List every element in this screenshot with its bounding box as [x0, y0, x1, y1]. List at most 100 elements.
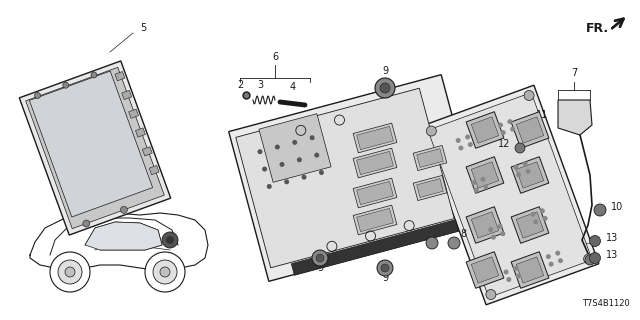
- Circle shape: [474, 188, 479, 193]
- Circle shape: [465, 134, 470, 140]
- Text: 12: 12: [498, 139, 510, 149]
- Polygon shape: [471, 162, 499, 188]
- Circle shape: [65, 267, 75, 277]
- Circle shape: [589, 236, 600, 246]
- Circle shape: [546, 254, 551, 259]
- Polygon shape: [353, 178, 397, 208]
- Polygon shape: [26, 67, 164, 229]
- Polygon shape: [136, 128, 145, 137]
- Text: T7S4B1120: T7S4B1120: [582, 299, 630, 308]
- Polygon shape: [356, 181, 394, 205]
- Circle shape: [35, 92, 40, 99]
- Circle shape: [513, 165, 518, 170]
- Circle shape: [500, 130, 506, 135]
- Text: 4: 4: [290, 82, 296, 92]
- Text: 1: 1: [420, 229, 426, 239]
- Polygon shape: [471, 117, 499, 143]
- Circle shape: [497, 224, 502, 229]
- Circle shape: [516, 274, 521, 279]
- Text: 7: 7: [571, 68, 577, 78]
- Polygon shape: [511, 157, 549, 193]
- Circle shape: [145, 252, 185, 292]
- Circle shape: [515, 143, 525, 153]
- Polygon shape: [19, 61, 171, 235]
- Circle shape: [523, 161, 528, 166]
- Circle shape: [262, 167, 267, 172]
- Circle shape: [508, 119, 513, 124]
- Circle shape: [594, 204, 606, 216]
- Circle shape: [275, 145, 280, 149]
- Circle shape: [585, 255, 595, 265]
- Circle shape: [312, 250, 328, 266]
- Polygon shape: [356, 151, 394, 175]
- Circle shape: [543, 216, 548, 221]
- Polygon shape: [516, 162, 544, 188]
- Circle shape: [524, 91, 534, 100]
- Circle shape: [166, 236, 174, 244]
- Circle shape: [500, 231, 506, 236]
- Circle shape: [83, 220, 90, 227]
- Polygon shape: [353, 148, 397, 178]
- Circle shape: [426, 237, 438, 249]
- Circle shape: [153, 260, 177, 284]
- Circle shape: [584, 254, 594, 264]
- Text: 10: 10: [611, 202, 623, 212]
- Polygon shape: [356, 126, 394, 150]
- Circle shape: [310, 135, 315, 140]
- Circle shape: [558, 258, 563, 263]
- Circle shape: [483, 184, 488, 189]
- Polygon shape: [511, 207, 549, 243]
- Text: 6: 6: [272, 52, 278, 62]
- Circle shape: [63, 82, 68, 88]
- Text: 9: 9: [382, 273, 388, 283]
- Polygon shape: [129, 109, 139, 118]
- Circle shape: [284, 179, 289, 184]
- Circle shape: [510, 127, 515, 132]
- Polygon shape: [511, 112, 549, 148]
- Text: 9: 9: [317, 263, 323, 273]
- Polygon shape: [236, 88, 454, 268]
- Text: 8: 8: [460, 229, 466, 239]
- Circle shape: [257, 149, 262, 154]
- Circle shape: [58, 260, 82, 284]
- Circle shape: [381, 264, 389, 272]
- Circle shape: [488, 227, 493, 232]
- Polygon shape: [428, 92, 592, 298]
- Polygon shape: [516, 257, 544, 283]
- Polygon shape: [516, 117, 544, 143]
- Polygon shape: [466, 157, 504, 193]
- Circle shape: [525, 169, 531, 174]
- Polygon shape: [466, 252, 504, 288]
- Circle shape: [292, 140, 297, 145]
- Circle shape: [589, 252, 600, 263]
- Polygon shape: [353, 205, 397, 235]
- Polygon shape: [291, 220, 459, 275]
- Polygon shape: [29, 71, 152, 217]
- Circle shape: [426, 126, 436, 136]
- Polygon shape: [413, 175, 447, 201]
- Polygon shape: [85, 222, 162, 250]
- Circle shape: [458, 145, 463, 150]
- Circle shape: [380, 83, 390, 93]
- Text: 11: 11: [536, 110, 548, 120]
- Circle shape: [162, 232, 178, 248]
- Circle shape: [316, 254, 324, 262]
- Polygon shape: [228, 75, 481, 281]
- Circle shape: [556, 251, 560, 256]
- Circle shape: [471, 180, 476, 185]
- Circle shape: [513, 266, 518, 271]
- Circle shape: [267, 184, 272, 189]
- Polygon shape: [471, 212, 499, 238]
- Text: 3: 3: [257, 80, 263, 90]
- Circle shape: [448, 237, 460, 249]
- Polygon shape: [471, 257, 499, 283]
- Circle shape: [50, 252, 90, 292]
- Circle shape: [533, 219, 538, 224]
- Circle shape: [377, 260, 393, 276]
- Circle shape: [120, 206, 127, 213]
- Circle shape: [516, 172, 521, 177]
- Circle shape: [481, 177, 486, 182]
- Circle shape: [531, 212, 536, 217]
- Polygon shape: [356, 208, 394, 232]
- Circle shape: [456, 138, 461, 143]
